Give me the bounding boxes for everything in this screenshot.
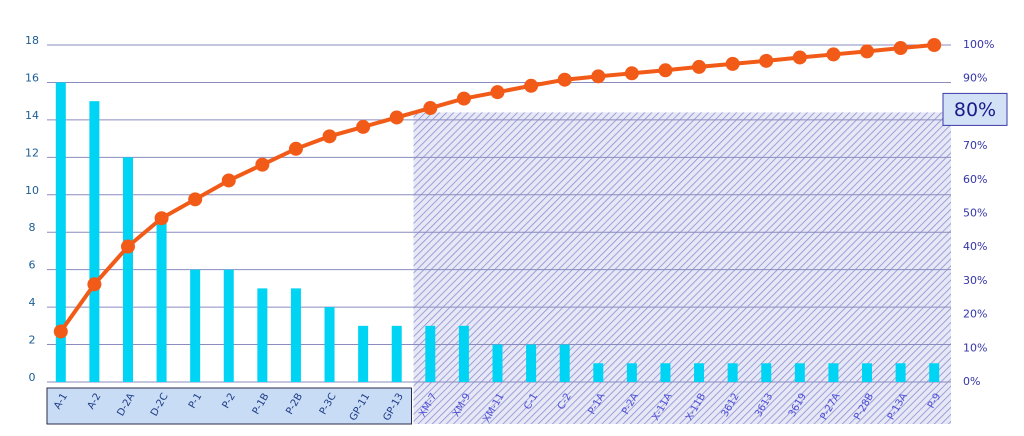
line-marker	[87, 277, 102, 292]
line-marker	[490, 85, 505, 100]
bar	[828, 363, 839, 382]
y2-tick-label: 30%	[963, 274, 987, 287]
line-marker	[725, 56, 740, 71]
bar	[89, 101, 100, 383]
y2-tick-label: 40%	[963, 240, 987, 253]
bar	[862, 363, 873, 382]
bar	[727, 363, 738, 382]
bar	[358, 325, 369, 382]
line-marker	[288, 141, 303, 156]
bar	[761, 363, 772, 382]
line-marker	[893, 41, 908, 56]
line-marker	[423, 101, 438, 116]
line-marker	[658, 63, 673, 78]
line-marker	[557, 72, 572, 87]
bar	[190, 269, 201, 382]
y2-tick-label: 50%	[963, 207, 987, 220]
bar	[425, 325, 436, 382]
y-tick-label: 0	[29, 371, 36, 384]
line-marker	[624, 66, 639, 81]
y-tick-label: 4	[29, 296, 36, 309]
y-tick-label: 18	[25, 34, 39, 47]
line-marker	[860, 44, 875, 59]
line-marker	[322, 129, 337, 144]
y-tick-label: 8	[29, 221, 36, 234]
threshold-label: 80%	[954, 99, 996, 121]
line-marker	[927, 38, 942, 52]
y2-tick-label: 20%	[963, 308, 987, 321]
bar	[290, 288, 301, 382]
y2-tick-label: 100%	[963, 38, 994, 51]
bar	[593, 363, 604, 382]
bar	[492, 344, 503, 382]
bar	[794, 363, 805, 382]
y2-tick-label: 90%	[963, 72, 987, 85]
bar	[391, 325, 402, 382]
bar	[156, 213, 167, 382]
line-marker	[692, 59, 707, 74]
line-marker	[759, 53, 774, 68]
bar	[660, 363, 671, 382]
bar	[458, 325, 469, 382]
line-marker	[591, 69, 606, 84]
bar	[559, 344, 570, 382]
line-marker	[120, 239, 135, 254]
threshold-box	[942, 92, 1008, 126]
line-marker	[792, 50, 807, 65]
vital-few-box	[46, 387, 413, 425]
y2-tick-label: 70%	[963, 139, 987, 152]
y2-tick-label: 10%	[963, 341, 987, 354]
y-tick-label: 12	[25, 146, 39, 159]
bar	[223, 269, 234, 382]
bar	[122, 157, 133, 382]
line-marker	[826, 47, 841, 62]
line-marker	[456, 91, 471, 106]
line-marker	[356, 119, 371, 134]
bar	[526, 344, 537, 382]
bar	[324, 307, 335, 382]
bar	[895, 363, 906, 382]
bar	[55, 82, 66, 382]
y-tick-label: 16	[25, 71, 39, 84]
y-tick-label: 6	[29, 259, 36, 272]
line-marker	[221, 173, 236, 188]
line-marker	[188, 192, 203, 207]
y-tick-label: 2	[29, 334, 36, 347]
line-marker	[524, 78, 539, 93]
line-marker	[389, 110, 404, 125]
line-marker	[255, 157, 270, 172]
line-marker	[154, 211, 169, 226]
bar	[626, 363, 637, 382]
line-marker	[53, 324, 68, 339]
bar	[694, 363, 705, 382]
bar	[257, 288, 268, 382]
trivial-many-region	[413, 112, 951, 425]
y-tick-label: 14	[25, 109, 39, 122]
y-tick-label: 10	[25, 184, 39, 197]
y2-tick-label: 0%	[963, 375, 980, 388]
bar	[929, 363, 940, 382]
y2-tick-label: 60%	[963, 173, 987, 186]
